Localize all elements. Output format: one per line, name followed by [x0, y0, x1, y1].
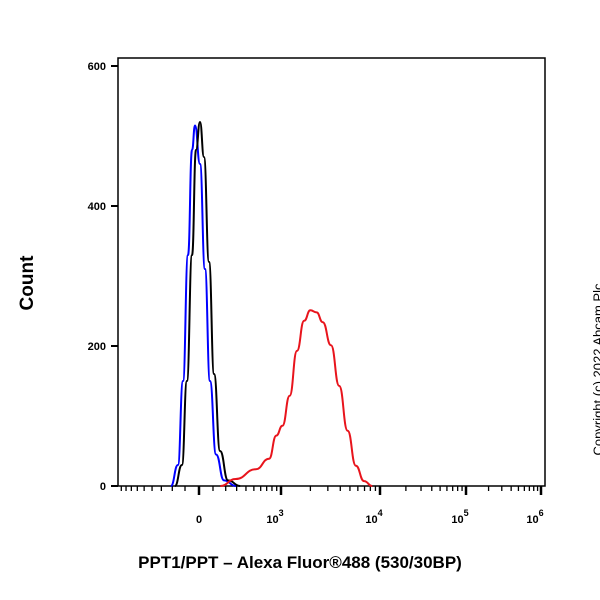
plot-frame: [117, 57, 546, 487]
x-tick-label: 0: [196, 514, 202, 526]
x-tick-label: 106: [526, 508, 543, 526]
copyright-text: Copyright (c) 2022 Abcam Plc: [590, 283, 600, 456]
histogram-series-1: [169, 124, 237, 487]
y-tick-label: 400: [88, 201, 106, 213]
x-tick-label: 104: [365, 508, 382, 526]
histogram-series-2: [173, 120, 241, 487]
histogram-series-3: [220, 309, 373, 487]
y-tick-label: 0: [100, 481, 106, 493]
y-tick-label: 200: [88, 341, 106, 353]
x-tick-label: 105: [451, 508, 468, 526]
y-axis-label: Count: [17, 255, 38, 311]
y-tick-label: 600: [88, 61, 106, 73]
x-axis-label: PPT1/PPT – Alexa Fluor®488 (530/30BP): [138, 553, 462, 572]
x-tick-label: 103: [266, 508, 283, 526]
